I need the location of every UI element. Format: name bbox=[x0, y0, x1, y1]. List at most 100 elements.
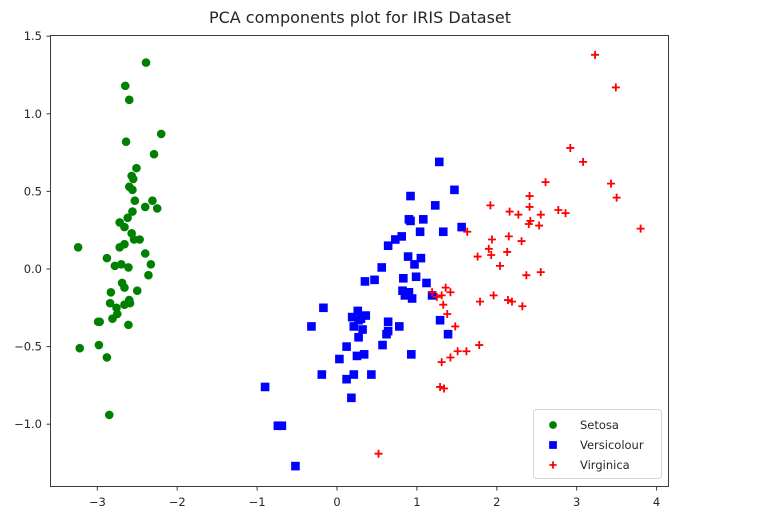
square-marker bbox=[438, 227, 448, 237]
circle-marker bbox=[124, 95, 134, 105]
circle-marker bbox=[105, 298, 115, 308]
square-marker bbox=[370, 275, 379, 285]
plus-marker bbox=[443, 310, 452, 319]
square-marker bbox=[404, 287, 414, 297]
square-marker bbox=[403, 252, 413, 261]
square-marker bbox=[383, 241, 393, 251]
series-versicolour bbox=[260, 157, 466, 471]
plus-marker bbox=[566, 143, 575, 152]
plus-marker bbox=[541, 178, 550, 187]
square-marker bbox=[354, 315, 363, 325]
circle-marker bbox=[120, 283, 129, 292]
circle-marker bbox=[124, 295, 134, 305]
square-marker bbox=[430, 201, 440, 210]
series-setosa bbox=[73, 58, 166, 420]
x-tick-label: −2 bbox=[169, 495, 186, 509]
circle-marker bbox=[124, 320, 133, 330]
circle-marker bbox=[130, 196, 140, 206]
circle-marker bbox=[95, 317, 104, 327]
circle-marker bbox=[112, 309, 122, 319]
circle-marker bbox=[120, 222, 129, 232]
square-marker bbox=[358, 325, 367, 334]
square-marker bbox=[398, 286, 407, 296]
x-tick-label: 3 bbox=[573, 495, 580, 509]
plus-marker bbox=[525, 202, 534, 211]
y-tick-label: 0.5 bbox=[24, 184, 42, 198]
y-tick-label: −0.5 bbox=[14, 340, 42, 354]
square-marker bbox=[415, 227, 425, 237]
square-marker bbox=[353, 306, 363, 316]
plus-marker bbox=[549, 461, 557, 469]
square-marker bbox=[399, 274, 408, 283]
plus-marker bbox=[446, 353, 455, 362]
square-marker bbox=[347, 312, 357, 322]
circle-marker bbox=[156, 129, 166, 139]
square-marker bbox=[354, 332, 363, 342]
square-marker bbox=[347, 393, 356, 403]
plus-marker bbox=[487, 251, 496, 260]
plus-marker bbox=[488, 235, 497, 244]
square-marker bbox=[383, 317, 393, 327]
plus-marker bbox=[518, 302, 527, 311]
square-marker bbox=[411, 272, 421, 282]
circle-marker bbox=[149, 149, 159, 159]
plus-marker bbox=[561, 209, 570, 218]
square-marker bbox=[407, 294, 417, 303]
plus-marker bbox=[536, 268, 545, 277]
plus-marker bbox=[475, 341, 484, 350]
x-tick-label: 1 bbox=[413, 495, 420, 509]
y-tick-label: 1.5 bbox=[24, 29, 42, 43]
circle-marker bbox=[140, 202, 150, 212]
square-marker bbox=[317, 370, 327, 379]
plus-marker bbox=[535, 221, 544, 230]
plus-marker bbox=[432, 292, 441, 301]
plus-marker bbox=[503, 247, 512, 256]
square-marker bbox=[418, 215, 428, 224]
plus-marker bbox=[611, 83, 620, 92]
plus-marker bbox=[441, 283, 450, 292]
circle-marker bbox=[132, 163, 141, 173]
square-marker bbox=[277, 421, 287, 431]
y-tick-label: 1.0 bbox=[24, 107, 42, 121]
circle-marker bbox=[94, 340, 104, 350]
plus-marker bbox=[436, 382, 445, 391]
square-marker bbox=[406, 216, 415, 226]
circle-marker bbox=[120, 81, 130, 91]
square-marker bbox=[391, 235, 400, 244]
plus-marker bbox=[428, 288, 437, 297]
plus-marker bbox=[495, 261, 504, 270]
plus-marker bbox=[473, 252, 482, 261]
square-marker bbox=[349, 322, 359, 331]
circle-marker bbox=[106, 287, 116, 297]
square-marker bbox=[319, 303, 328, 313]
plus-marker bbox=[484, 244, 493, 253]
plus-marker bbox=[489, 291, 498, 300]
circle-marker bbox=[110, 261, 120, 271]
legend-box bbox=[533, 409, 662, 479]
plus-marker bbox=[451, 322, 460, 331]
series-virginica bbox=[374, 50, 645, 458]
x-tick-label: −1 bbox=[249, 495, 266, 509]
square-marker bbox=[349, 370, 359, 379]
square-marker bbox=[378, 340, 387, 350]
y-tick-label: 0.0 bbox=[24, 262, 42, 276]
x-tick-label: 2 bbox=[493, 495, 500, 509]
plus-marker bbox=[437, 291, 446, 300]
circle-marker bbox=[104, 410, 114, 420]
plus-marker bbox=[453, 347, 462, 356]
legend-item-versicolour: Versicolour bbox=[549, 438, 644, 452]
square-marker bbox=[359, 350, 369, 359]
square-marker bbox=[416, 253, 426, 263]
x-axis: −3 −2 −1 0 1 2 3 4 bbox=[89, 486, 660, 509]
plus-marker bbox=[446, 288, 455, 297]
square-marker bbox=[434, 157, 444, 167]
plus-marker bbox=[476, 297, 485, 306]
square-marker bbox=[457, 222, 466, 232]
square-marker bbox=[377, 263, 387, 272]
circle-marker bbox=[128, 185, 137, 195]
circle-marker bbox=[102, 253, 112, 263]
square-marker bbox=[406, 191, 415, 201]
circle-marker bbox=[115, 242, 124, 252]
plot-frame bbox=[50, 35, 669, 487]
